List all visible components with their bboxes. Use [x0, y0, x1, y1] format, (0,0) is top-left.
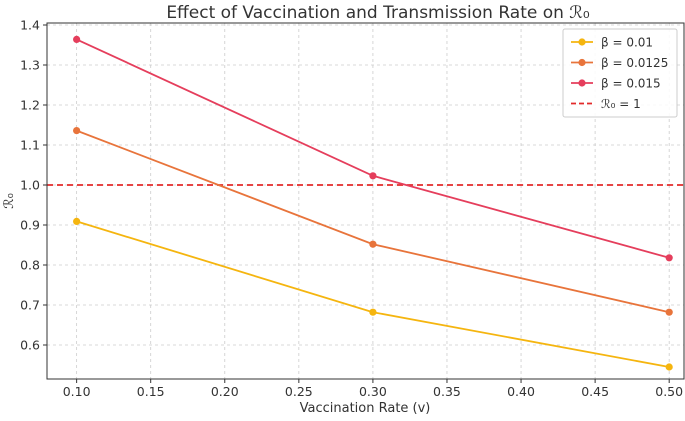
- legend: β = 0.01 β = 0.0125 β = 0.015 ℛ₀ = 1: [562, 28, 678, 118]
- y-axis-title: ℛ₀: [2, 193, 17, 209]
- data-point: [73, 35, 81, 44]
- x-axis-ticks: 0.10 0.15 0.20 0.25 0.30 0.35 0.40 0.45 0.50: [63, 379, 683, 399]
- legend-label: β = 0.0125: [601, 56, 668, 70]
- legend-marker: [578, 79, 586, 87]
- legend-entry: β = 0.0125: [571, 56, 668, 70]
- y-tick-label: 1.3: [20, 58, 40, 73]
- legend-entry: β = 0.015: [571, 77, 661, 91]
- series: [73, 35, 673, 262]
- x-tick-label: 0.50: [655, 384, 683, 399]
- data-point: [369, 240, 377, 248]
- x-tick-label: 0.10: [63, 384, 91, 399]
- y-tick-label: 1.4: [20, 18, 40, 33]
- y-tick-label: 1.1: [20, 138, 40, 153]
- y-tick-label: 1.0: [20, 178, 40, 193]
- data-point: [665, 308, 673, 316]
- x-tick-label: 0.20: [211, 384, 239, 399]
- data-point: [665, 254, 673, 262]
- data-point: [73, 217, 81, 225]
- legend-label: ℛ₀ = 1: [601, 97, 641, 111]
- data-point: [369, 172, 377, 180]
- chart-title: Effect of Vaccination and Transmission R…: [166, 3, 590, 23]
- legend-label: β = 0.015: [601, 77, 661, 91]
- x-axis-title: Vaccination Rate (v): [300, 401, 431, 416]
- series: [73, 217, 673, 371]
- series: [73, 127, 673, 316]
- plot-frame: [46, 22, 685, 380]
- data-point: [665, 363, 673, 371]
- x-tick-label: 0.30: [359, 384, 387, 399]
- y-axis-ticks: 0.6 0.7 0.8 0.9 1.0 1.1 1.2 1.3 1.4: [20, 18, 47, 353]
- y-tick-label: 0.9: [20, 218, 40, 233]
- y-tick-label: 0.8: [20, 258, 40, 273]
- legend-label: β = 0.01: [601, 36, 653, 50]
- data-point: [73, 127, 81, 135]
- y-tick-label: 0.7: [20, 298, 40, 313]
- x-tick-label: 0.15: [137, 384, 165, 399]
- legend-marker: [578, 38, 586, 46]
- x-tick-label: 0.40: [507, 384, 535, 399]
- legend-marker: [578, 58, 586, 67]
- x-tick-label: 0.35: [433, 384, 461, 399]
- data-point: [369, 308, 377, 316]
- x-tick-label: 0.45: [581, 384, 609, 399]
- y-tick-label: 0.6: [20, 338, 40, 353]
- x-tick-label: 0.25: [285, 384, 313, 399]
- legend-entry: β = 0.01: [571, 36, 653, 50]
- y-tick-label: 1.2: [20, 98, 40, 113]
- legend-box: [562, 28, 678, 118]
- legend-entry: ℛ₀ = 1: [571, 97, 641, 111]
- series-layer: [73, 35, 673, 371]
